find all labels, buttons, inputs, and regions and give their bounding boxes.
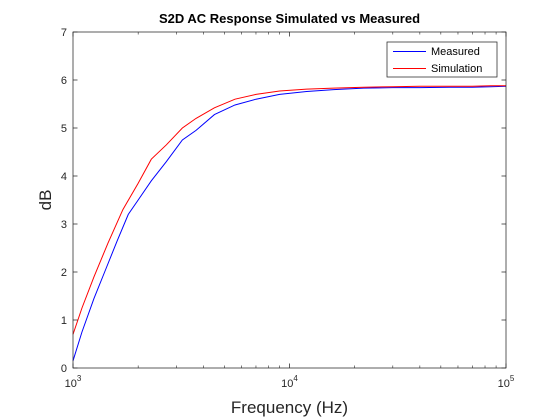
y-tick-label: 0 — [61, 363, 67, 375]
legend-label-measured: Measured — [431, 46, 480, 58]
x-tick-label: 103 — [65, 374, 82, 390]
y-tick-label: 6 — [61, 75, 67, 87]
y-tick-label: 1 — [61, 315, 67, 327]
y-axis-label: dB — [36, 190, 55, 211]
x-tick-label: 105 — [498, 374, 515, 390]
legend-box — [386, 41, 498, 78]
y-tick-label: 2 — [61, 267, 67, 279]
plot-area — [73, 32, 506, 368]
axes-layer: 0 1 2 3 4 5 6 7 103 104 105 — [61, 27, 515, 390]
legend-label-simulation: Simulation — [431, 63, 482, 75]
y-tick-label: 3 — [61, 219, 67, 231]
x-tick-label: 104 — [281, 374, 298, 390]
series-line-measured — [72, 85, 507, 361]
series-layer — [72, 85, 507, 361]
legend: Measured Simulation — [386, 41, 498, 78]
y-tick-label: 5 — [61, 123, 67, 135]
y-tick-label: 4 — [61, 171, 67, 183]
series-line-simulation — [72, 85, 506, 335]
y-tick-label: 7 — [61, 27, 67, 39]
x-axis-label: Frequency (Hz) — [231, 398, 348, 417]
chart-title: S2D AC Response Simulated vs Measured — [159, 11, 420, 26]
